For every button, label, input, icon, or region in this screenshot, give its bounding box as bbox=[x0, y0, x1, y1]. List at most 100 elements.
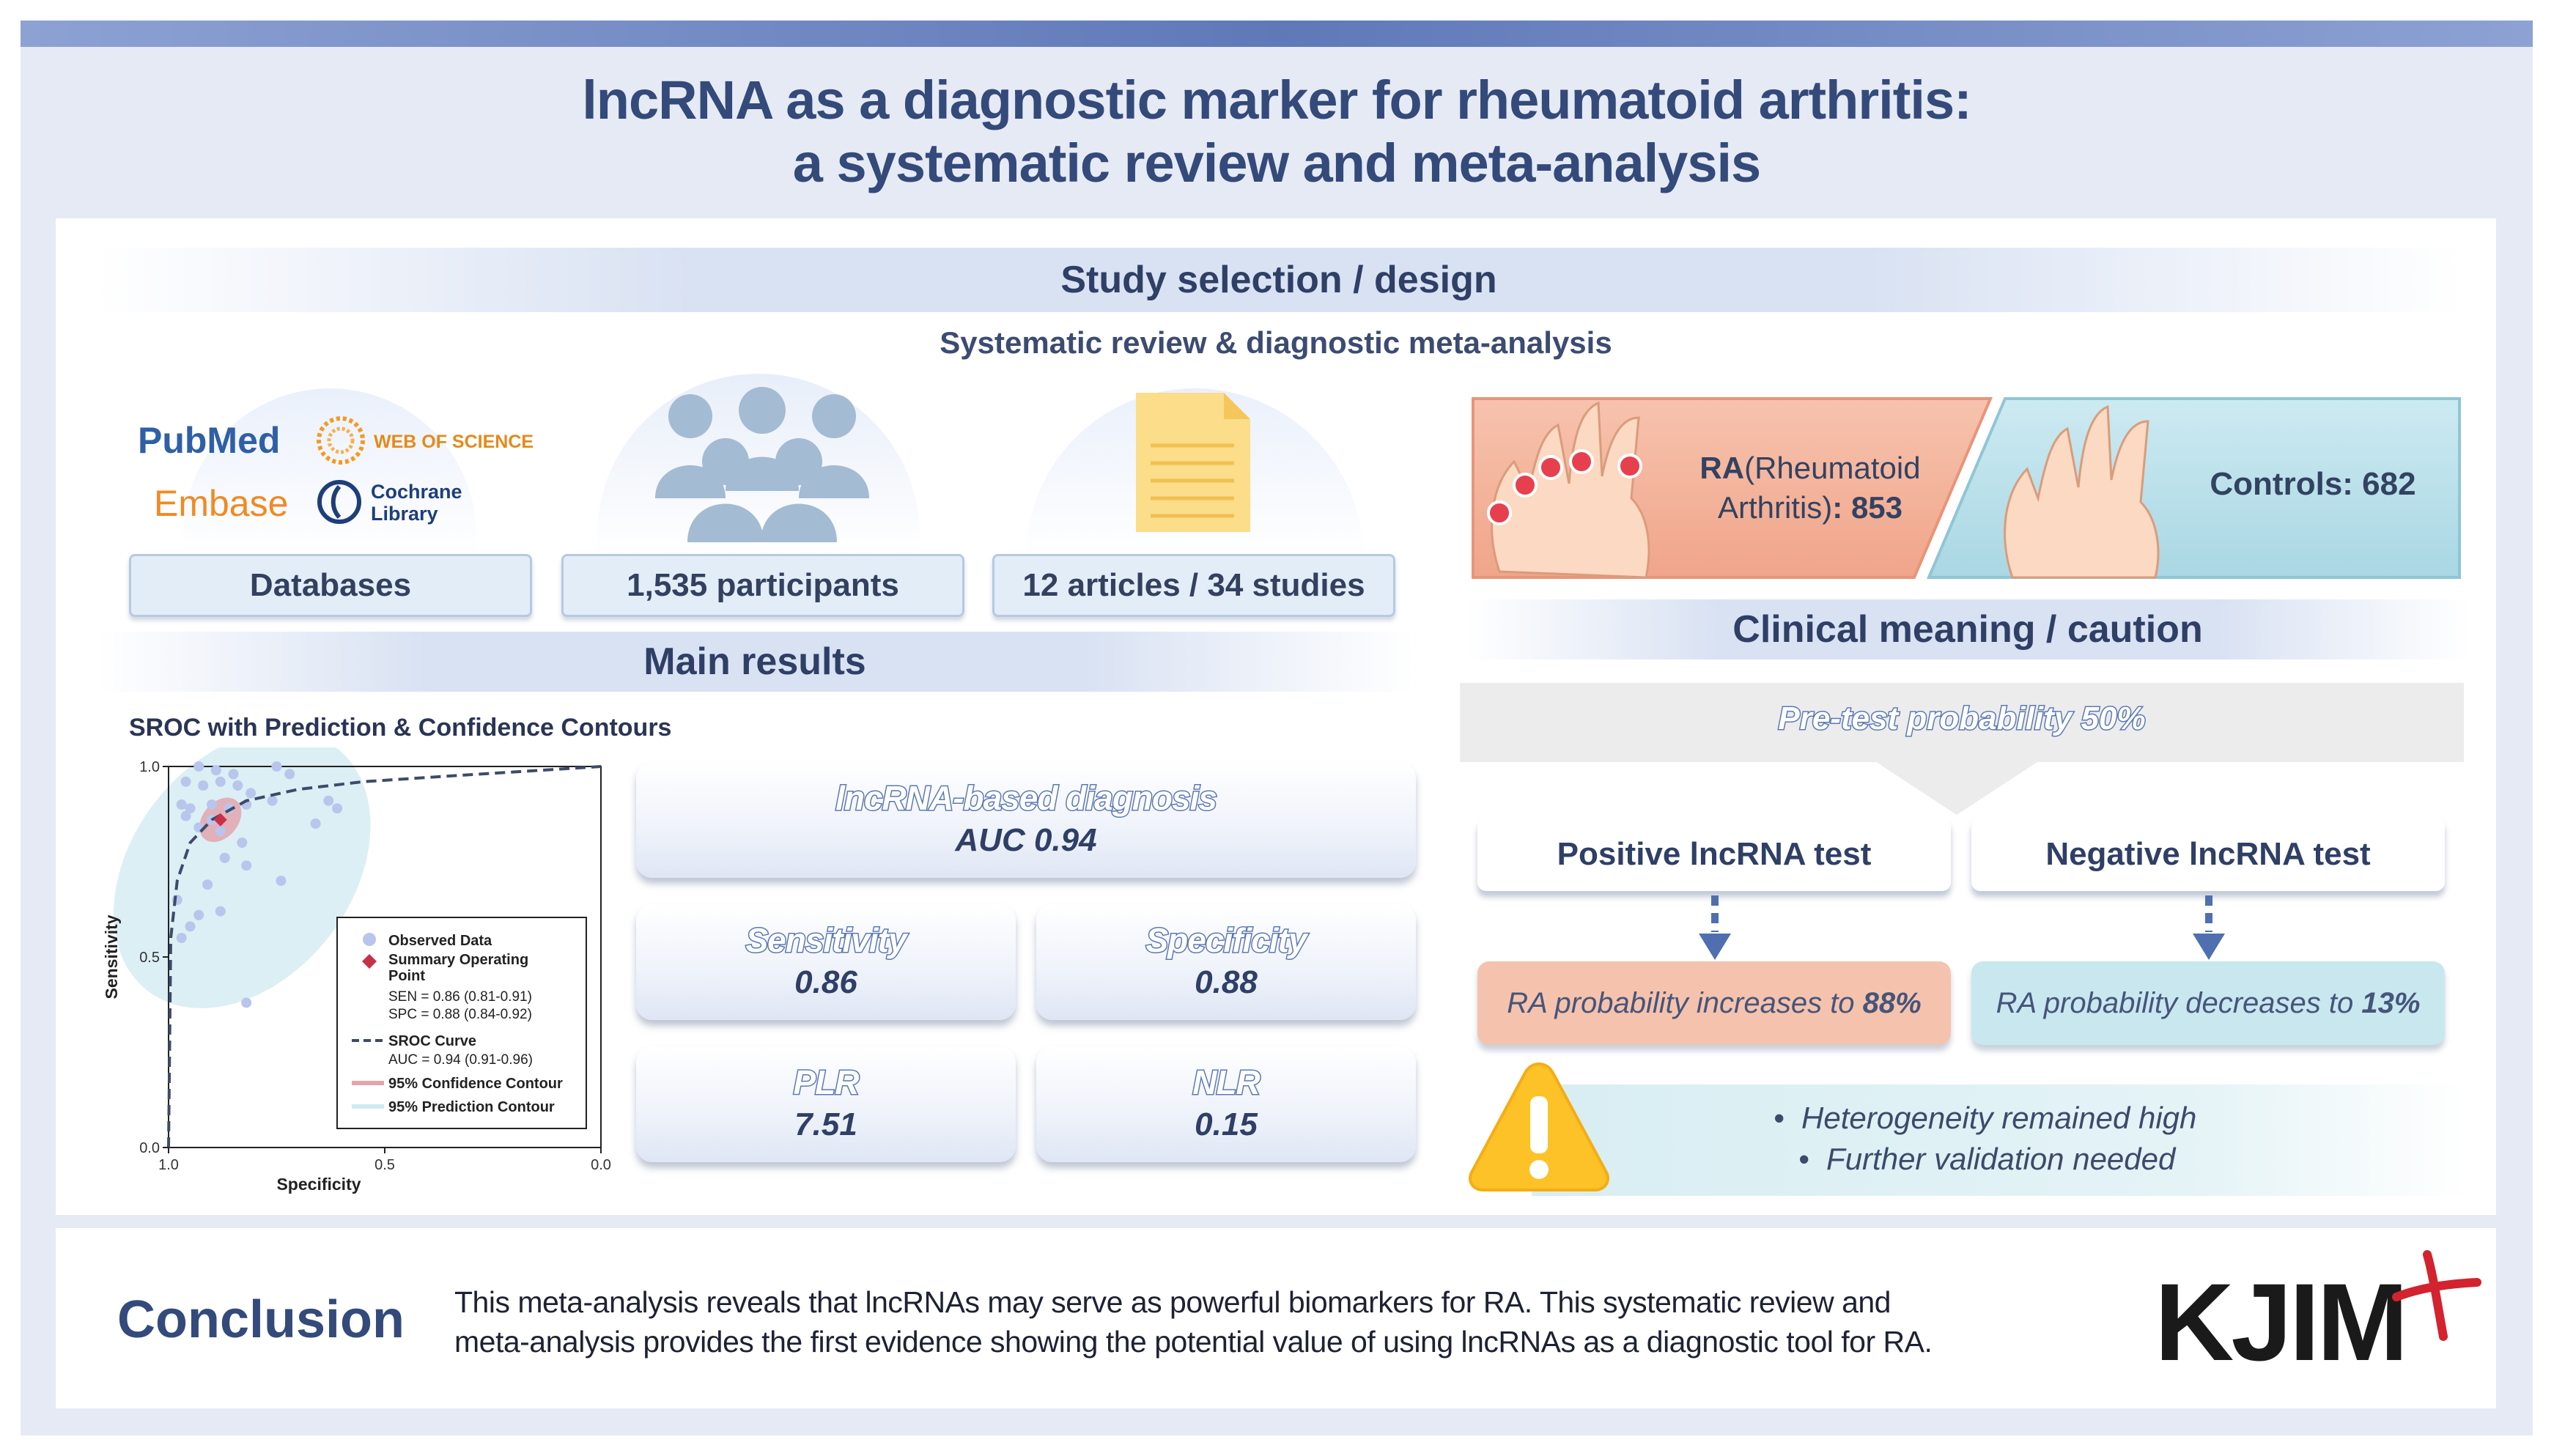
document-icon bbox=[1130, 388, 1255, 535]
x-tick-label: 1.0 bbox=[158, 1157, 179, 1173]
observed-point bbox=[332, 803, 343, 814]
observed-point bbox=[323, 795, 334, 806]
legend-box bbox=[336, 917, 587, 1129]
specificity-card: Specificity 0.88 bbox=[1036, 904, 1416, 1020]
observed-point bbox=[198, 780, 209, 791]
negative-test-box: Negative lncRNA test bbox=[1971, 818, 2445, 891]
positive-arrow-icon bbox=[1699, 895, 1731, 960]
people-group-icon bbox=[645, 381, 879, 542]
x-tick-label: 0.0 bbox=[591, 1157, 611, 1173]
nlr-card: NLR 0.15 bbox=[1036, 1046, 1416, 1162]
legend-confidence-label: 95% Confidence Contour bbox=[388, 1076, 563, 1092]
observed-point bbox=[228, 769, 239, 780]
negative-probability-box: RA probability decreases to 13% bbox=[1971, 961, 2445, 1045]
poster-title-line1: lncRNA as a diagnostic marker for rheuma… bbox=[582, 70, 1972, 130]
auc-card: lncRNA-based diagnosis AUC 0.94 bbox=[636, 762, 1416, 878]
plr-card-label: PLR bbox=[792, 1063, 860, 1103]
observed-point bbox=[215, 906, 226, 917]
observed-point bbox=[176, 799, 187, 810]
kjim-logo: KJIM bbox=[2155, 1260, 2408, 1383]
legend-auc: AUC = 0.94 (0.91-0.96) bbox=[388, 1052, 533, 1068]
legend-observed-label: Observed Data bbox=[388, 933, 492, 949]
y-tick-label: 0.0 bbox=[139, 1140, 160, 1156]
kjim-cross-icon bbox=[2392, 1250, 2481, 1341]
observed-point bbox=[180, 776, 191, 787]
web-of-science-logo: WEB OF SCIENCE bbox=[374, 432, 534, 452]
observed-point bbox=[210, 765, 221, 776]
observed-point bbox=[310, 818, 321, 829]
caution-item: • Further validation needed bbox=[1798, 1142, 2176, 1176]
legend-summary-label-2: Point bbox=[388, 968, 425, 984]
observed-point bbox=[232, 780, 243, 791]
observed-point bbox=[207, 799, 217, 810]
observed-point bbox=[267, 795, 278, 806]
observed-point bbox=[246, 788, 256, 799]
legend-sen: SEN = 0.86 (0.81-0.91) bbox=[388, 989, 532, 1005]
observed-point bbox=[215, 776, 226, 787]
pretest-label: Pre-test probability 50% bbox=[1777, 700, 2147, 738]
study-subtitle: Systematic review & diagnostic meta-anal… bbox=[940, 325, 1612, 360]
legend-spc: SPC = 0.88 (0.84-0.92) bbox=[388, 1007, 532, 1022]
observed-point bbox=[284, 769, 295, 780]
negative-arrow-icon bbox=[2193, 895, 2225, 960]
observed-point bbox=[241, 997, 252, 1008]
web-of-science-icon bbox=[315, 415, 366, 466]
positive-test-box: Positive lncRNA test bbox=[1477, 818, 1951, 891]
y-tick-label: 0.5 bbox=[139, 950, 160, 966]
plr-card-value: 7.51 bbox=[794, 1106, 857, 1142]
observed-point bbox=[215, 826, 226, 837]
cochrane-icon bbox=[317, 479, 362, 525]
observed-point bbox=[202, 879, 213, 890]
observed-point bbox=[185, 921, 196, 932]
observed-point bbox=[241, 860, 252, 871]
plr-card: PLR 7.51 bbox=[636, 1046, 1016, 1162]
observed-point bbox=[219, 852, 230, 863]
observed-point bbox=[276, 876, 287, 886]
top-accent-bar bbox=[21, 21, 2533, 47]
observed-point bbox=[271, 761, 282, 772]
sroc-chart: 1.0 0.5 0.0 0.0 0.5 1.0 Specificity Sensitivity… bbox=[102, 747, 611, 1194]
sensitivity-card-label: Sensitivity bbox=[745, 920, 908, 961]
conclusion-text: This meta-analysis reveals that lncRNAs … bbox=[454, 1285, 1933, 1359]
auc-card-label: lncRNA-based diagnosis bbox=[835, 778, 1219, 818]
nlr-card-value: 0.15 bbox=[1195, 1106, 1258, 1142]
legend-summary-label: Summary Operating bbox=[388, 952, 528, 968]
warning-icon bbox=[1469, 1062, 1609, 1191]
embase-logo: Embase bbox=[154, 483, 289, 524]
ra-count-label: RA(Rheumatoid Arthritis): 853 bbox=[1699, 451, 1921, 525]
main-results-band: Main results bbox=[95, 632, 1414, 692]
x-axis-label: Specificity bbox=[276, 1175, 361, 1194]
pretest-arrow-icon bbox=[1876, 762, 2037, 815]
pubmed-logo: PubMed bbox=[138, 420, 281, 461]
specificity-card-value: 0.88 bbox=[1195, 964, 1258, 1000]
caution-box bbox=[1532, 1084, 2470, 1196]
sroc-curve bbox=[167, 765, 602, 1148]
participants-pill: 1,535 participants bbox=[561, 554, 964, 617]
study-selection-band: Study selection / design bbox=[95, 248, 2462, 312]
sroc-title: SROC with Prediction & Confidence Contou… bbox=[129, 714, 672, 742]
pretest-box bbox=[1460, 683, 2464, 762]
caution-item: • Heterogeneity remained high bbox=[1774, 1101, 2197, 1135]
observed-point bbox=[193, 761, 204, 772]
observed-point bbox=[237, 838, 248, 848]
auc-card-value: AUC 0.94 bbox=[955, 822, 1097, 858]
positive-probability-box: RA probability increases to 88% bbox=[1477, 961, 1951, 1045]
y-tick-label: 1.0 bbox=[139, 759, 160, 775]
controls-count-label: Controls: 682 bbox=[2210, 466, 2416, 502]
summary-point bbox=[213, 813, 227, 827]
observed-point bbox=[185, 803, 196, 814]
legend-summary-marker bbox=[362, 954, 377, 969]
clinical-meaning-band: Clinical meaning / caution bbox=[1466, 599, 2470, 659]
poster-title-line2: a systematic review and meta-analysis bbox=[792, 133, 1761, 193]
legend-sroc-label: SROC Curve bbox=[388, 1033, 476, 1049]
articles-pill: 12 articles / 34 studies bbox=[992, 554, 1395, 617]
conclusion-label: Conclusion bbox=[117, 1290, 405, 1349]
ra-controls-panel bbox=[1470, 396, 2464, 580]
conclusion-panel bbox=[56, 1228, 2496, 1408]
nlr-card-label: NLR bbox=[1192, 1063, 1262, 1103]
observed-point bbox=[180, 810, 191, 821]
sensitivity-card-value: 0.86 bbox=[794, 964, 857, 1000]
y-axis-label: Sensitivity bbox=[102, 914, 121, 999]
observed-point bbox=[176, 933, 187, 943]
specificity-card-label: Specificity bbox=[1145, 920, 1308, 961]
